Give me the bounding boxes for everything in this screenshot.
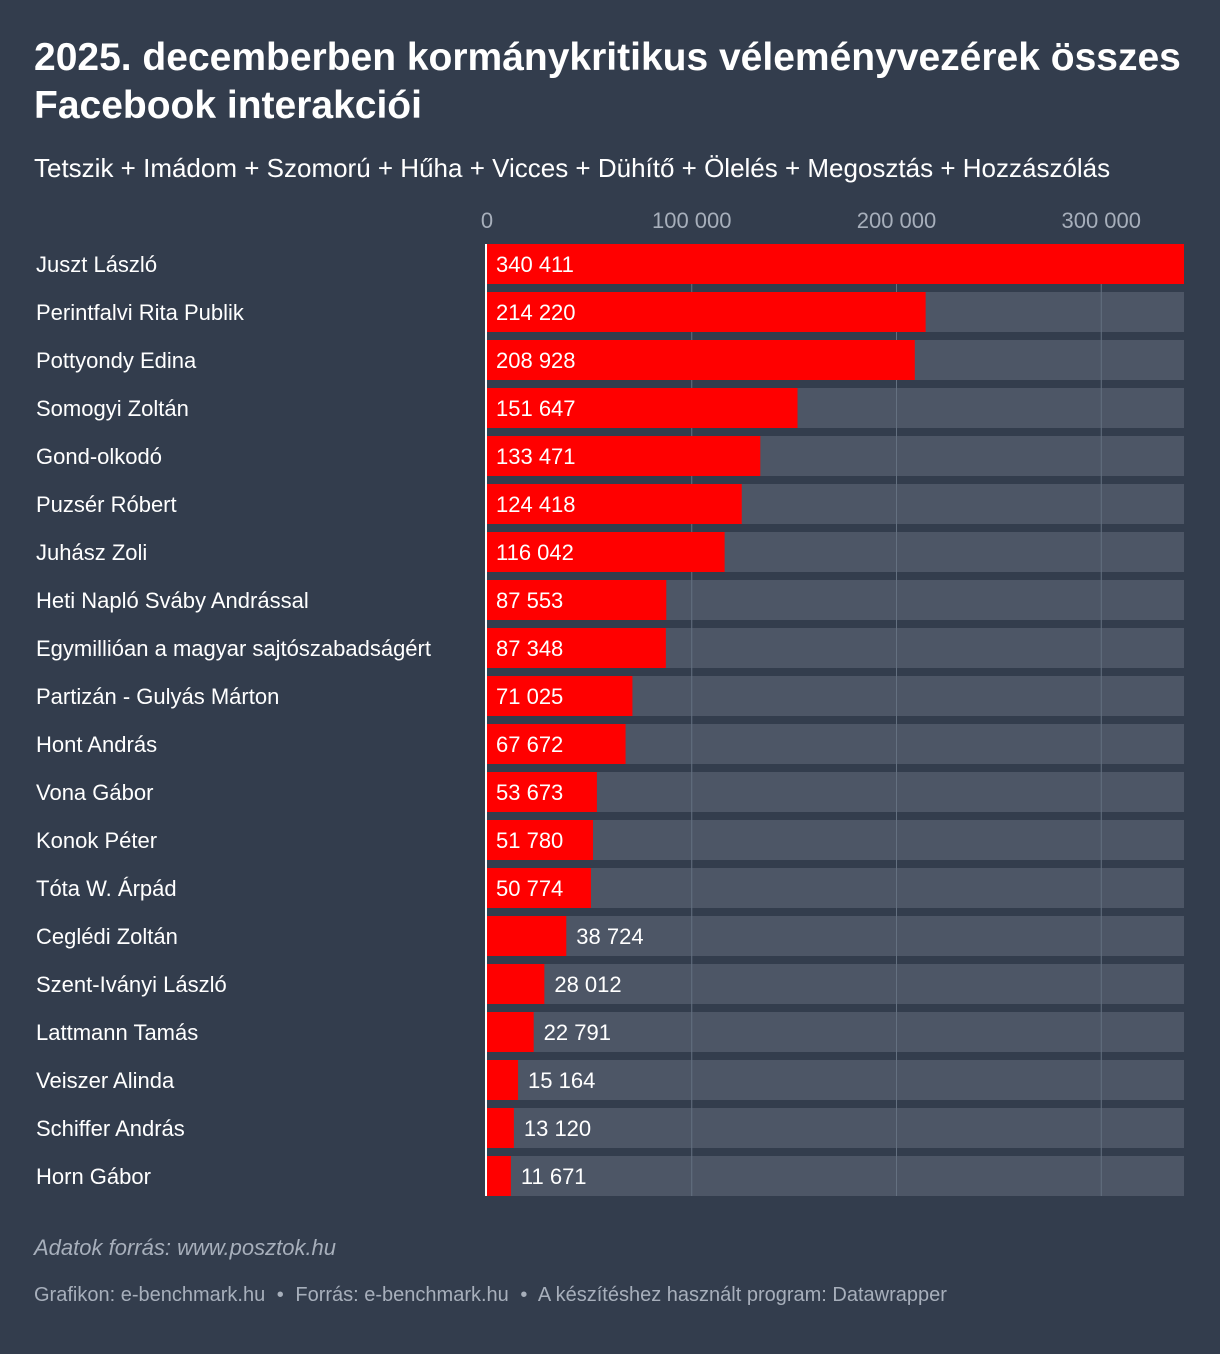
category-label: Veiszer Alinda bbox=[36, 1068, 175, 1093]
bar-tracks bbox=[487, 244, 1184, 1196]
chart-title: 2025. decemberben kormánykritikus vélemé… bbox=[34, 36, 1181, 127]
credit-source: Forrás: e-benchmark.hu bbox=[295, 1284, 509, 1306]
data-source-note: Adatok forrás: www.posztok.hu bbox=[34, 1235, 337, 1260]
bar bbox=[487, 532, 725, 572]
value-label: 11 671 bbox=[521, 1164, 587, 1189]
footer-credits: Grafikon: e-benchmark.hu • Forrás: e-ben… bbox=[34, 1284, 947, 1307]
bar bbox=[487, 868, 591, 908]
bar bbox=[487, 292, 926, 332]
x-tick-label: 200 000 bbox=[857, 208, 937, 233]
bar bbox=[487, 724, 626, 764]
value-label: 28 012 bbox=[554, 972, 621, 997]
bar bbox=[487, 916, 567, 956]
category-label: Juszt László bbox=[36, 252, 157, 277]
category-label: Tóta W. Árpád bbox=[36, 876, 177, 901]
separator: • bbox=[276, 1284, 284, 1306]
value-label: 214 220 bbox=[496, 300, 576, 325]
bar bbox=[487, 1060, 519, 1100]
bar bbox=[487, 628, 666, 668]
bar-track bbox=[487, 868, 1184, 908]
category-label: Ceglédi Zoltán bbox=[36, 924, 178, 949]
value-label: 13 120 bbox=[524, 1116, 591, 1141]
value-label: 208 928 bbox=[496, 348, 576, 373]
x-tick-label: 100 000 bbox=[652, 208, 732, 233]
category-label: Hont András bbox=[36, 732, 157, 757]
row-labels: Juszt László 340 411 Perintfalvi Rita Publ… bbox=[36, 252, 644, 1189]
bar-track bbox=[487, 916, 1184, 956]
category-label: Horn Gábor bbox=[36, 1164, 151, 1189]
value-label: 116 042 bbox=[496, 540, 574, 565]
category-label: Egymillióan a magyar sajtószabadságért bbox=[36, 636, 431, 661]
bar bbox=[487, 772, 597, 812]
bar bbox=[487, 1108, 514, 1148]
value-label: 22 791 bbox=[544, 1020, 611, 1045]
bar bbox=[487, 484, 742, 524]
value-label: 38 724 bbox=[576, 924, 643, 949]
category-label: Juhász Zoli bbox=[36, 540, 147, 565]
x-tick-label: 300 000 bbox=[1061, 208, 1141, 233]
bar bbox=[487, 340, 915, 380]
value-label: 87 348 bbox=[496, 636, 563, 661]
bar bbox=[487, 676, 633, 716]
chart-subtitle: Tetszik + Imádom + Szomorú + Hűha + Vicc… bbox=[34, 153, 1111, 183]
bar-track bbox=[487, 1060, 1184, 1100]
axis-ticks: 0 100 000 200 000 300 000 bbox=[481, 208, 1141, 1196]
credit-graph: Grafikon: e-benchmark.hu bbox=[34, 1284, 266, 1306]
value-label: 340 411 bbox=[496, 252, 574, 277]
category-label: Vona Gábor bbox=[36, 780, 153, 805]
category-label: Gond-olkodó bbox=[36, 444, 162, 469]
grid-lines bbox=[691, 244, 1102, 1196]
bar bbox=[487, 580, 667, 620]
value-label: 51 780 bbox=[496, 828, 563, 853]
bar-track bbox=[487, 1156, 1184, 1196]
bars bbox=[487, 244, 1184, 1196]
x-tick-label: 0 bbox=[481, 208, 493, 233]
value-label: 67 672 bbox=[496, 732, 563, 757]
bar bbox=[487, 388, 798, 428]
category-label: Schiffer András bbox=[36, 1116, 185, 1141]
value-label: 87 553 bbox=[496, 588, 563, 613]
value-label: 53 673 bbox=[496, 780, 563, 805]
bar-track bbox=[487, 820, 1184, 860]
bar-chart: Juszt László 340 411 Perintfalvi Rita Publ… bbox=[36, 208, 1184, 1196]
value-label: 124 418 bbox=[496, 492, 576, 517]
bar bbox=[487, 436, 761, 476]
category-label: Konok Péter bbox=[36, 828, 157, 853]
bar-track bbox=[487, 964, 1184, 1004]
category-label: Szent-Iványi László bbox=[36, 972, 227, 997]
value-label: 71 025 bbox=[496, 684, 563, 709]
credit-tool: A készítéshez használt program: Datawrap… bbox=[537, 1284, 947, 1306]
bar-track bbox=[487, 772, 1184, 812]
bar bbox=[487, 964, 545, 1004]
value-label: 15 164 bbox=[528, 1068, 595, 1093]
value-label: 133 471 bbox=[496, 444, 576, 469]
category-label: Lattmann Tamás bbox=[36, 1020, 198, 1045]
category-label: Pottyondy Edina bbox=[36, 348, 197, 373]
bar-track bbox=[487, 1012, 1184, 1052]
bar bbox=[487, 244, 1184, 284]
category-label: Somogyi Zoltán bbox=[36, 396, 189, 421]
category-label: Partizán - Gulyás Márton bbox=[36, 684, 279, 709]
bar bbox=[487, 1156, 511, 1196]
category-label: Perintfalvi Rita Publik bbox=[36, 300, 245, 325]
bar bbox=[487, 1012, 534, 1052]
separator: • bbox=[520, 1284, 528, 1306]
category-label: Puzsér Róbert bbox=[36, 492, 177, 517]
category-label: Heti Napló Sváby Andrással bbox=[36, 588, 309, 613]
value-label: 50 774 bbox=[496, 876, 563, 901]
bar-track bbox=[487, 1108, 1184, 1148]
value-label: 151 647 bbox=[496, 396, 576, 421]
bar bbox=[487, 820, 594, 860]
